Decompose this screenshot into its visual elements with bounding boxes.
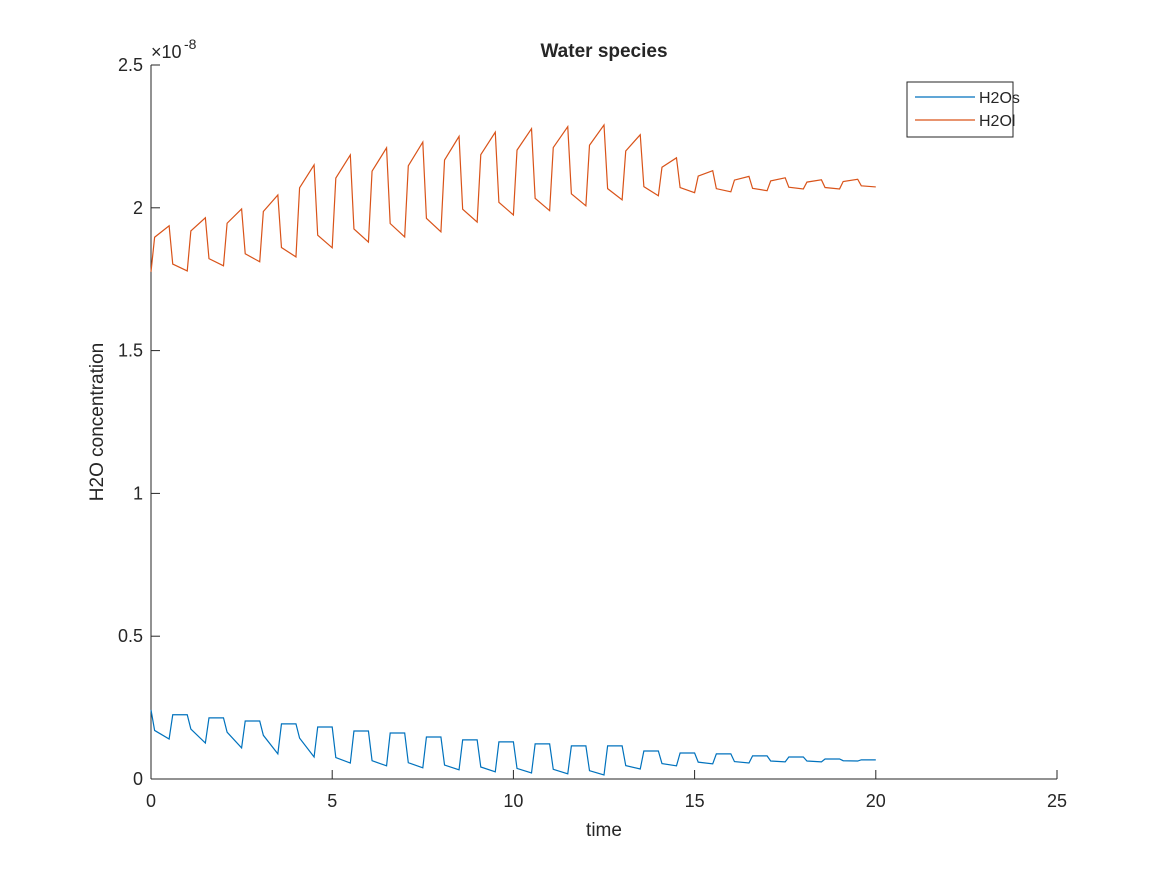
legend-label: H2Os — [979, 90, 1020, 107]
legend-label: H2Ol — [979, 113, 1015, 130]
x-tick-label: 10 — [503, 791, 523, 811]
y-tick-label: 2 — [133, 198, 143, 218]
y-tick-label: 1 — [133, 483, 143, 503]
x-tick-label: 20 — [866, 791, 886, 811]
legend-box — [906, 81, 1014, 138]
x-axis-label: time — [586, 820, 622, 841]
x-tick-label: 15 — [685, 791, 705, 811]
y-tick-label: 1.5 — [118, 341, 143, 361]
x-tick-label: 0 — [146, 791, 156, 811]
y-tick-label: 0.5 — [118, 626, 143, 646]
y-multiplier-exponent: -8 — [184, 36, 197, 52]
y-axis-label: H2O concentration — [87, 343, 108, 501]
y-tick-label: 0 — [133, 769, 143, 789]
chart-title: Water species — [540, 41, 667, 62]
y-tick-label: 2.5 — [118, 55, 143, 75]
series-line — [150, 709, 876, 776]
x-tick-label: 5 — [327, 791, 337, 811]
y-multiplier: ×10 — [151, 42, 182, 62]
x-tick-label: 25 — [1047, 791, 1067, 811]
series-line — [150, 123, 876, 272]
